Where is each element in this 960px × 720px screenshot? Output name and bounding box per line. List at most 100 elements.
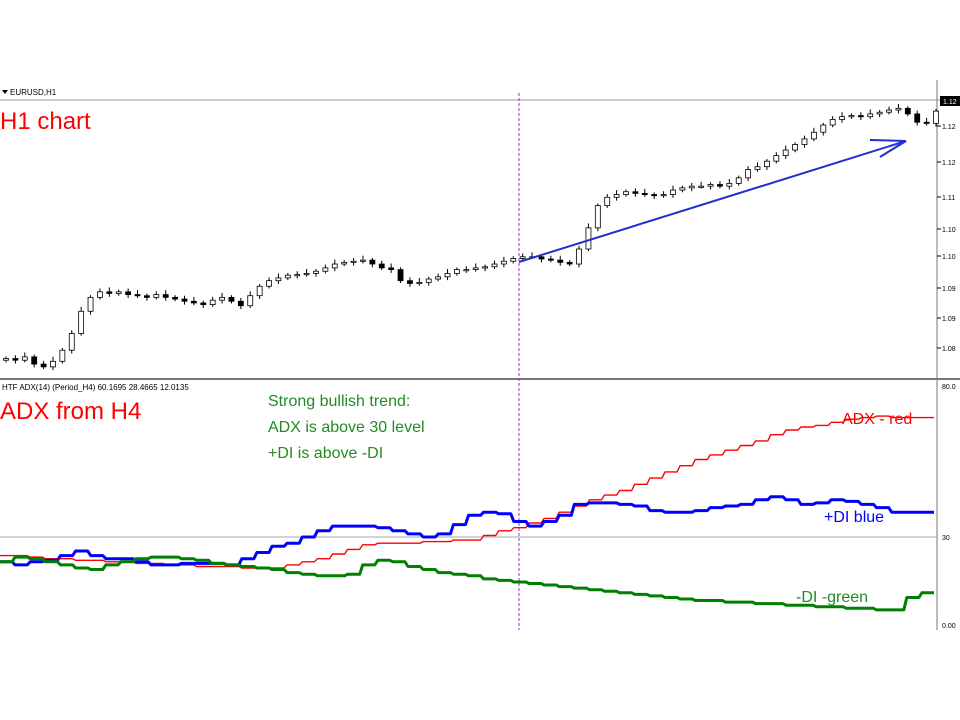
minus-di-line: [0, 555, 934, 612]
candle-body: [923, 121, 930, 124]
legend-plus-di: +DI blue: [824, 509, 885, 526]
candle-body: [933, 110, 939, 124]
candle-body: [829, 119, 836, 126]
candle-body: [820, 124, 827, 133]
candle-body: [482, 266, 488, 269]
candle-body: [350, 260, 357, 263]
candle-body: [416, 281, 423, 284]
candle-body: [491, 263, 498, 268]
annotation-line-3: +DI is above -DI: [268, 445, 384, 462]
trend-arrow-head-b: [879, 140, 907, 158]
candle-body: [472, 267, 479, 270]
candle-body: [87, 296, 94, 312]
candle-body: [585, 227, 592, 250]
candle-body: [303, 273, 310, 276]
candle-body: [444, 273, 451, 278]
price-tick-label: 1.10: [942, 227, 956, 234]
candle-body: [12, 358, 19, 361]
candle-body: [397, 269, 404, 282]
legend-adx: ADX - red: [842, 411, 913, 428]
legend-minus-di: -DI -green: [796, 589, 869, 606]
candle-body: [284, 274, 291, 279]
candle-body: [754, 166, 761, 170]
trend-arrow-line: [518, 140, 907, 263]
price-tick-label: 1.11: [942, 195, 955, 202]
candle-body: [219, 296, 225, 301]
scale-bottom-label: 0.00: [942, 623, 956, 630]
candle-body: [125, 291, 132, 296]
candle-body: [500, 260, 507, 265]
candle-body: [106, 291, 113, 294]
candle-body: [322, 267, 329, 272]
candle-body: [237, 300, 244, 307]
candle-body: [275, 277, 282, 282]
candle-body: [839, 116, 845, 120]
candle-body: [378, 263, 385, 269]
candle-body: [735, 177, 742, 184]
current-price-label: 1.12: [943, 99, 957, 106]
candle-body: [876, 111, 883, 115]
candle-body: [256, 285, 263, 297]
candle-body: [904, 107, 911, 115]
candle-body: [294, 274, 301, 277]
candle-body: [331, 263, 338, 269]
candle-body: [717, 184, 723, 187]
candle-body: [172, 296, 178, 300]
candle-body: [557, 259, 564, 263]
symbol-label: EURUSD,H1: [10, 88, 57, 97]
candle-body: [914, 113, 921, 123]
candle-body: [726, 182, 733, 187]
candle-body: [792, 144, 798, 151]
plus-di-line: [0, 495, 934, 567]
indicator-title: ADX from H4: [0, 398, 142, 425]
candle-body: [360, 259, 366, 262]
candle-body: [895, 107, 902, 111]
candle-body: [115, 291, 122, 294]
candle-body: [604, 196, 611, 207]
candle-body: [31, 356, 38, 365]
current-price-box: [940, 96, 960, 106]
candle-body: [679, 187, 686, 191]
candle-body: [97, 291, 103, 298]
candle-body: [670, 189, 676, 195]
candle-body: [594, 205, 601, 229]
candle-body: [369, 259, 376, 265]
candle-body: [454, 269, 460, 274]
price-tick-label: 1.09: [942, 316, 956, 323]
candle-body: [425, 278, 432, 283]
dropdown-arrow-icon: [2, 90, 8, 94]
candle-body: [510, 258, 517, 262]
annotation-line-2: ADX is above 30 level: [268, 419, 425, 436]
candle-body: [651, 194, 658, 197]
indicator-header: HTF ADX(14) (Period_H4) 60.1695 28.4665 …: [2, 383, 189, 392]
candle-body: [247, 295, 254, 307]
candle-body: [388, 267, 395, 270]
level-30-label: 30: [942, 535, 950, 542]
candle-body: [641, 193, 648, 196]
candle-body: [613, 194, 620, 198]
candle-body: [59, 349, 66, 362]
trend-arrow-head-a: [869, 139, 907, 142]
candle-body: [623, 191, 629, 195]
candle-body: [810, 131, 817, 140]
candle-body: [144, 295, 150, 298]
candle-body: [134, 294, 141, 297]
main-chart-title: H1 chart: [0, 108, 91, 135]
candle-body: [266, 280, 272, 287]
candle-body: [228, 296, 235, 302]
candle-body: [660, 194, 667, 197]
annotation-line-1: Strong bullish trend:: [268, 393, 411, 410]
price-tick-label: 1.08: [942, 346, 956, 353]
scale-top-label: 80.0: [942, 384, 956, 391]
candle-body: [688, 185, 695, 189]
candle-body: [547, 258, 554, 261]
candle-body: [801, 138, 808, 145]
candle-body: [707, 184, 714, 187]
candle-body: [764, 160, 770, 168]
price-tick-label: 1.12: [942, 160, 956, 167]
price-tick-label: 1.12: [942, 124, 956, 131]
candle-body: [632, 191, 639, 194]
price-tick-label: 1.09: [942, 286, 956, 293]
candle-body: [886, 109, 892, 113]
